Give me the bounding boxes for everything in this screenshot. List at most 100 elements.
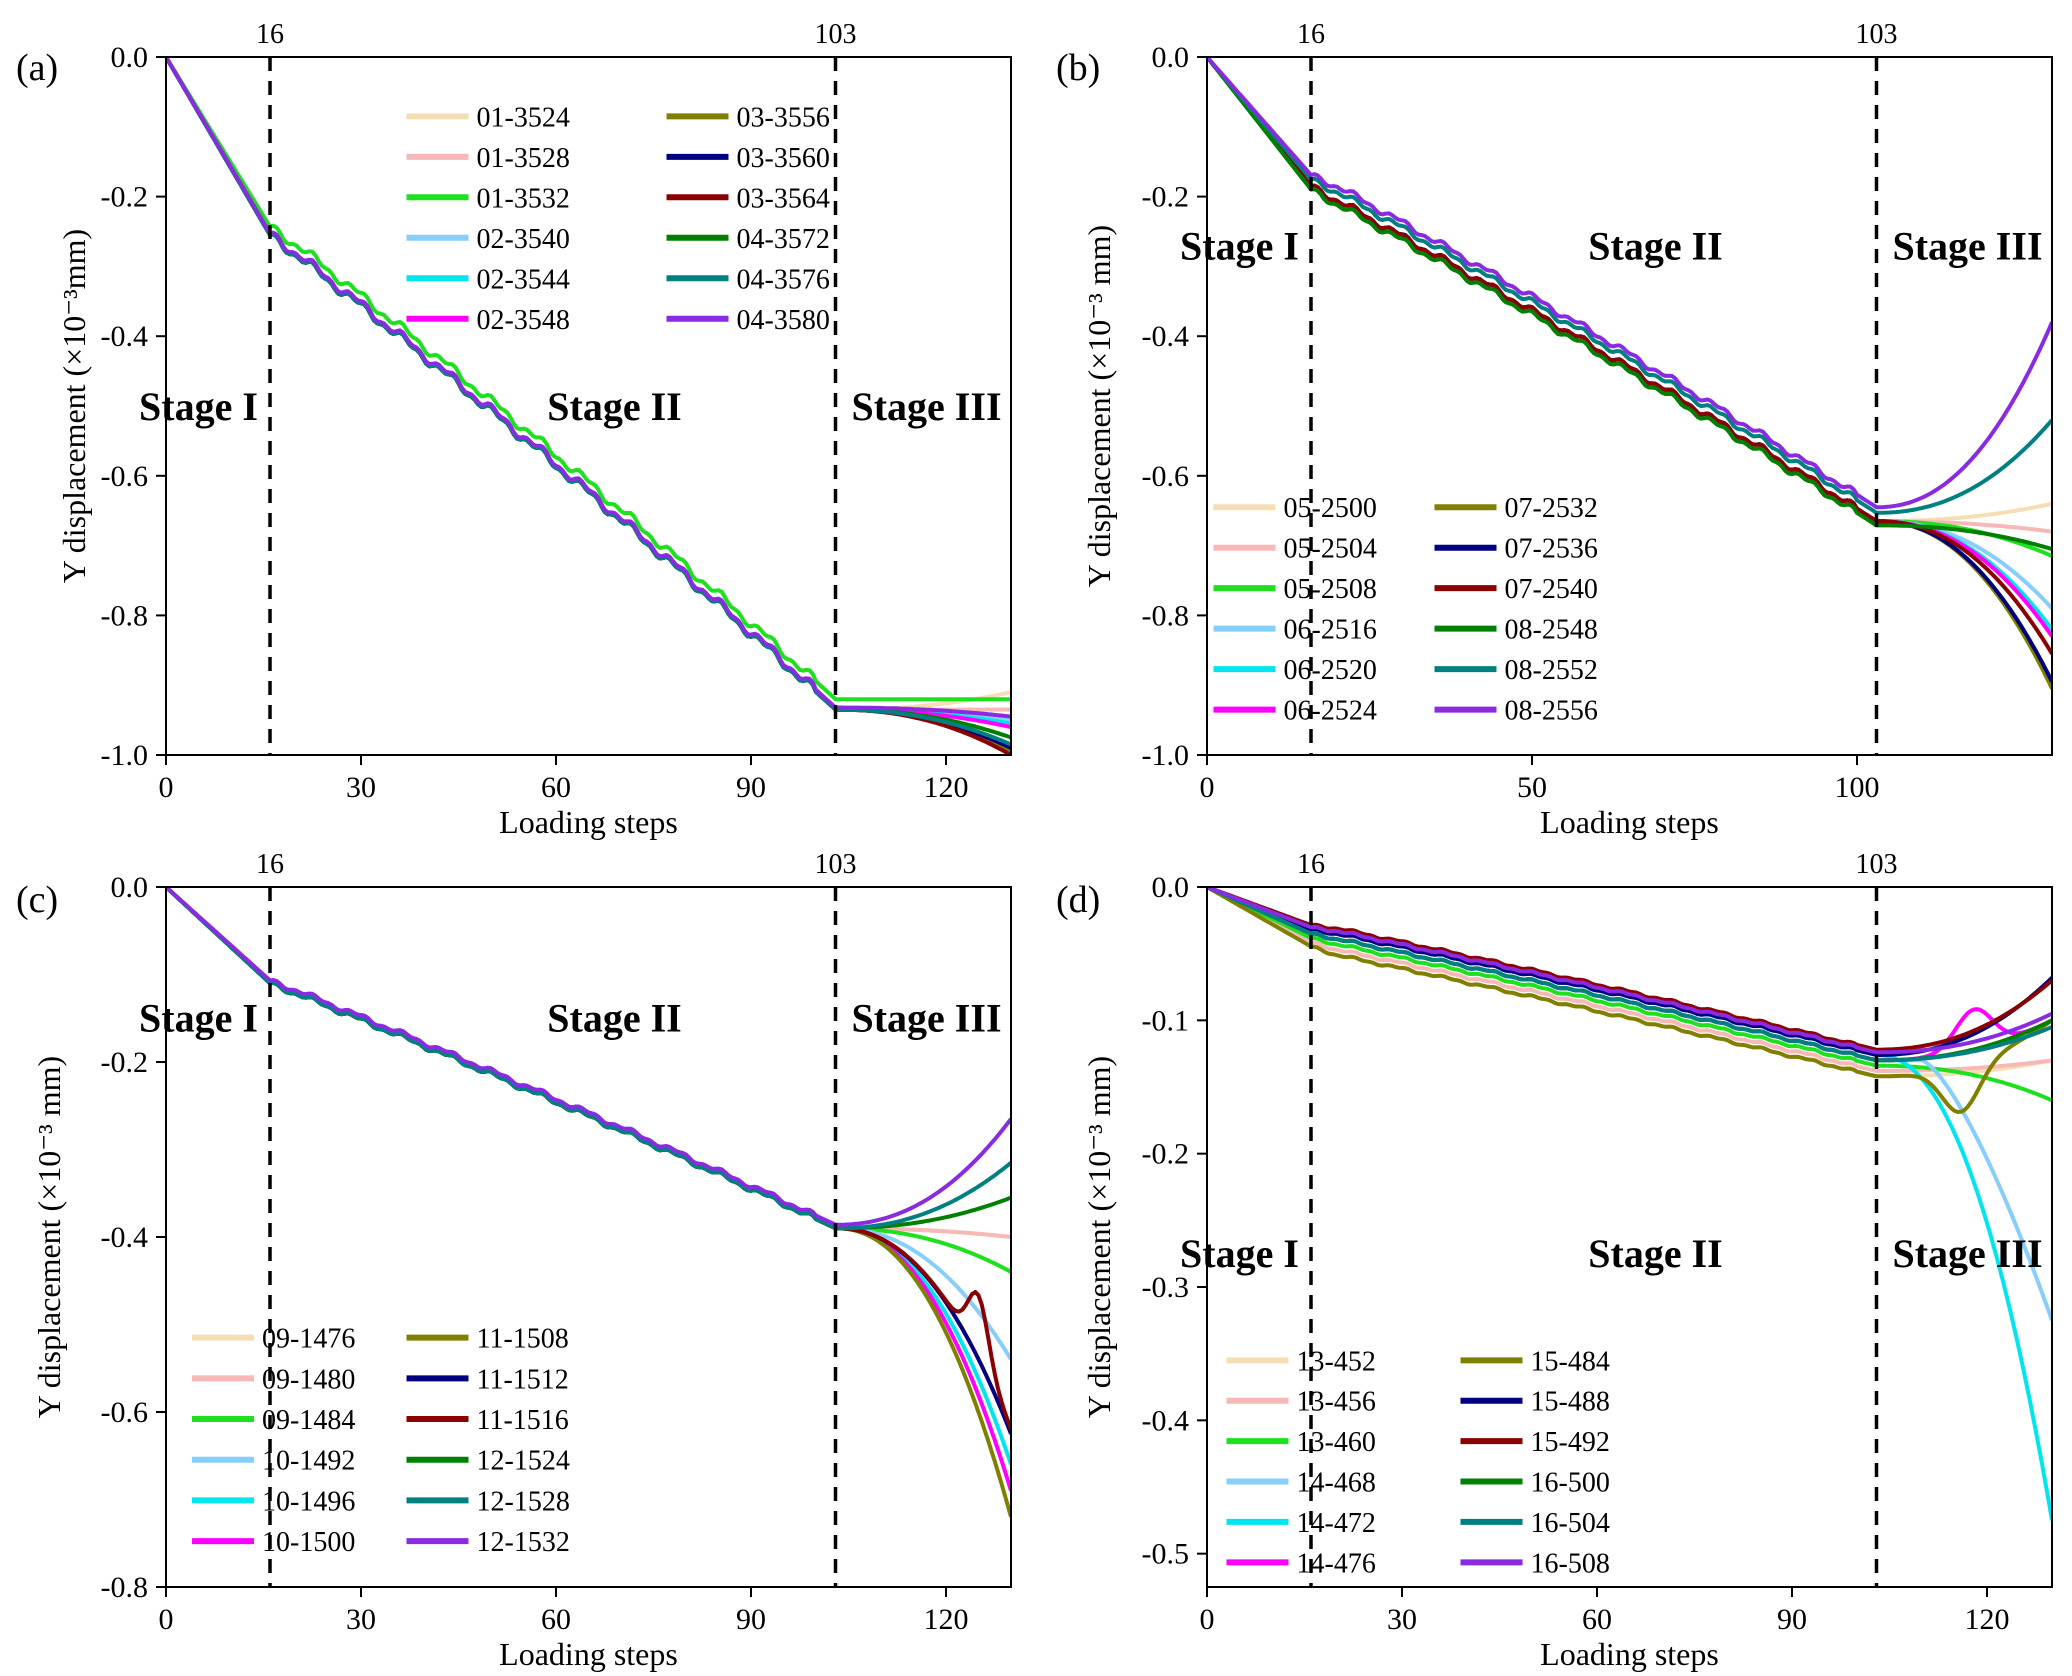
legend-label: 02-3548 — [477, 305, 570, 336]
legend-label: 06-2516 — [1284, 615, 1377, 646]
legend-label: 07-2540 — [1505, 574, 1598, 605]
series-line-08-2552 — [1207, 57, 2052, 515]
series-line-16-500 — [1207, 887, 2052, 1063]
legend-label: 15-488 — [1531, 1387, 1610, 1418]
series-line-09-1476 — [166, 887, 1011, 1239]
stage-label: Stage III — [1892, 1231, 2042, 1276]
stage-label: Stage I — [139, 384, 258, 429]
y-tick-label: -0.3 — [1142, 1271, 1190, 1304]
chart-panel-4: (d) 16 103 Stage I Stage II Stage III 0 30 60 90 1… — [1056, 849, 2053, 1672]
legend-label: 02-3540 — [477, 224, 570, 255]
series-line-12-1528 — [166, 887, 1011, 1231]
y-tick-label: -0.5 — [1142, 1538, 1190, 1571]
series-line-09-1480 — [166, 887, 1011, 1239]
x-tick-label: 0 — [159, 1603, 174, 1636]
x-tick-label: 90 — [736, 771, 766, 804]
legend-label: 13-460 — [1297, 1427, 1376, 1458]
series-line-15-492 — [1207, 887, 2052, 1052]
legend-label: 01-3528 — [477, 143, 570, 174]
legend-label: 12-1524 — [477, 1446, 570, 1477]
series-line-05-2504 — [1207, 57, 2052, 534]
legend-label: 04-3572 — [737, 224, 830, 255]
series-line-16-504 — [1207, 887, 2052, 1063]
legend-label: 01-3532 — [477, 183, 570, 214]
stage-label: Stage II — [1588, 223, 1722, 268]
legend-label: 01-3524 — [477, 102, 570, 133]
legend-label: 03-3564 — [737, 183, 830, 214]
stage-label: Stage I — [1180, 223, 1299, 268]
plot-frame — [1206, 886, 2053, 1588]
legend-label: 03-3556 — [737, 102, 830, 133]
series-line-04-3580 — [166, 57, 1011, 719]
x-axis-label: Loading steps — [499, 804, 678, 840]
y-tick-label: 0.0 — [1152, 41, 1190, 74]
legend-label: 12-1532 — [477, 1527, 570, 1558]
stage-label: Stage III — [851, 995, 1001, 1040]
legend-label: 10-1500 — [262, 1527, 355, 1558]
y-tick-label: -0.6 — [1142, 460, 1190, 493]
x-tick-label: 0 — [1200, 1603, 1215, 1636]
y-axis-label: Y displacement (×10⁻³ mm) — [1081, 225, 1117, 587]
stage-label: Stage II — [547, 384, 681, 429]
stage-label: Stage II — [547, 995, 681, 1040]
y-tick-label: -0.4 — [101, 1221, 149, 1254]
vline-label: 16 — [1297, 849, 1325, 880]
y-tick-label: -0.2 — [101, 1046, 149, 1079]
plot-frame — [165, 56, 1012, 756]
stage-label: Stage III — [851, 384, 1001, 429]
x-tick-label: 90 — [1777, 1603, 1807, 1636]
legend-label: 16-500 — [1531, 1468, 1610, 1499]
series-line-13-456 — [1207, 887, 2052, 1073]
series-line-14-472 — [1207, 887, 2052, 1521]
vline-label: 16 — [1297, 19, 1325, 50]
vline-label: 103 — [815, 849, 857, 880]
x-tick-label: 120 — [924, 1603, 969, 1636]
stage-label: Stage II — [1588, 1231, 1722, 1276]
legend-label: 13-452 — [1297, 1346, 1376, 1377]
y-axis-label: Y displacement (×10⁻³ mm) — [1081, 1056, 1117, 1418]
y-tick-label: 0.0 — [111, 41, 149, 74]
x-tick-label: 30 — [346, 1603, 376, 1636]
y-tick-label: -0.6 — [101, 460, 149, 493]
vline-label: 103 — [1856, 849, 1898, 880]
vline-label: 16 — [256, 849, 284, 880]
vline-label: 16 — [256, 19, 284, 50]
series-line-16-508 — [1207, 887, 2052, 1055]
legend: 01-3524 01-3528 01-3532 02-3540 02-3544 02-35… — [406, 102, 830, 336]
panel-tag: (d) — [1056, 879, 1100, 921]
x-tick-label: 30 — [346, 771, 376, 804]
legend-label: 05-2500 — [1284, 493, 1377, 524]
series-group — [166, 57, 1011, 755]
legend-label: 15-484 — [1531, 1346, 1610, 1377]
legend-label: 15-492 — [1531, 1427, 1610, 1458]
series-line-01-3532 — [166, 57, 1011, 702]
y-tick-label: 0.0 — [111, 871, 149, 904]
y-axis-label: Y displacement (×10⁻³ mm) — [31, 1056, 67, 1418]
y-axis-label: Y displacement (×10⁻³mm) — [56, 229, 92, 583]
legend-label: 13-456 — [1297, 1387, 1376, 1418]
x-tick-label: 0 — [159, 771, 174, 804]
panel-tag: (b) — [1056, 47, 1100, 89]
chart-panel-1: (a) 16 103 Stage I Stage II Stage III 0 30 60 90 1… — [16, 19, 1012, 840]
legend-label: 08-2556 — [1505, 696, 1598, 727]
stage-label: Stage I — [1180, 1231, 1299, 1276]
legend-label: 07-2536 — [1505, 534, 1598, 565]
legend-label: 12-1528 — [477, 1486, 570, 1517]
series-line-05-2500 — [1207, 57, 2052, 524]
stage-label: Stage I — [139, 995, 258, 1040]
x-tick-label: 120 — [924, 771, 969, 804]
x-tick-label: 120 — [1965, 1603, 2010, 1636]
legend-label: 09-1480 — [262, 1364, 355, 1395]
y-tick-label: -0.4 — [101, 320, 149, 353]
series-group — [1207, 887, 2052, 1521]
legend-label: 14-468 — [1297, 1468, 1376, 1499]
legend-label: 09-1484 — [262, 1405, 355, 1436]
panel-tag: (a) — [16, 47, 58, 89]
y-tick-label: -0.2 — [1142, 181, 1190, 214]
series-line-13-452 — [1207, 887, 2052, 1079]
y-tick-label: -0.2 — [101, 181, 149, 214]
vline-label: 103 — [1856, 19, 1898, 50]
legend-label: 05-2508 — [1284, 574, 1377, 605]
legend-label: 11-1508 — [477, 1324, 569, 1355]
legend-label: 16-508 — [1531, 1548, 1610, 1579]
